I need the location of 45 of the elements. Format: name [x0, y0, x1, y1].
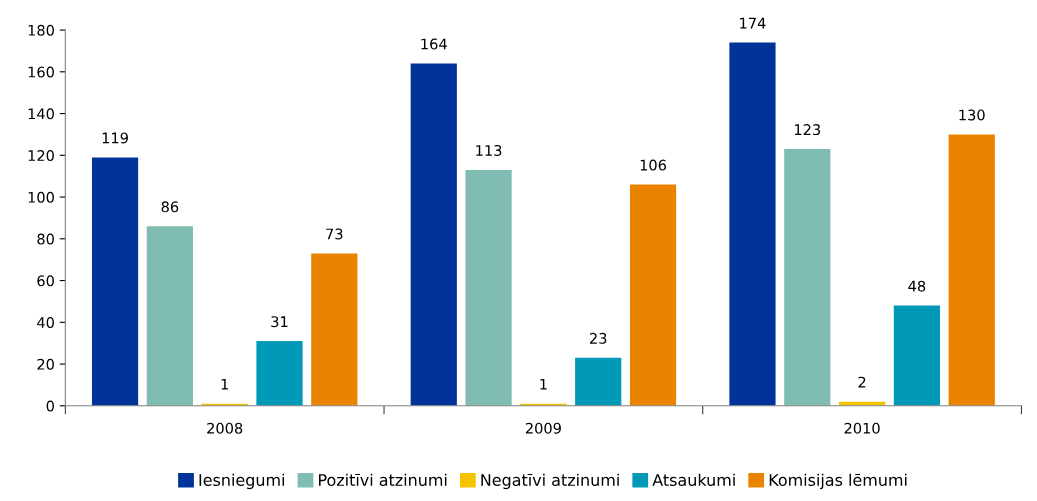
x-tick-label: 2009 [525, 422, 561, 434]
x-tick-label: 2008 [207, 422, 243, 434]
y-tick-label: 0 [46, 400, 54, 412]
data-label: 113 [476, 144, 502, 156]
y-tick-label: 40 [37, 317, 54, 329]
legend-label: Komisijas lēmumi [769, 473, 907, 490]
data-label: 1 [221, 378, 228, 390]
y-tick-label: 180 [28, 24, 54, 36]
y-tick-label: 140 [28, 108, 54, 120]
data-label: 86 [161, 201, 179, 213]
x-tick-label: 2010 [844, 422, 880, 434]
y-tick-label: 20 [37, 358, 54, 370]
bar [729, 42, 776, 406]
data-label: 31 [271, 316, 288, 328]
bar [948, 134, 995, 406]
legend-label: Negatīvi atzinumi [481, 473, 619, 490]
data-label: 164 [421, 38, 447, 50]
bar [146, 226, 193, 406]
bar [410, 63, 457, 406]
data-label: 48 [908, 280, 926, 292]
bar [465, 169, 512, 406]
bar [893, 305, 941, 406]
data-label: 23 [590, 332, 607, 344]
bar [784, 149, 831, 406]
legend-label: Iesniegumi [199, 473, 284, 490]
y-tick-label: 120 [28, 150, 54, 162]
data-label: 174 [740, 17, 766, 29]
bar [629, 184, 677, 406]
data-label: 106 [640, 159, 667, 171]
legend-label: Pozitīvi atzinumi [319, 473, 447, 487]
legend-label: Atsaukumi [652, 473, 735, 487]
bar [256, 341, 303, 406]
y-tick-label: 100 [28, 191, 54, 203]
data-label: 73 [326, 228, 343, 240]
bar [575, 357, 622, 406]
y-tick-label: 60 [37, 275, 54, 287]
data-label: 1 [540, 378, 547, 390]
data-label: 119 [102, 132, 128, 144]
y-tick-label: 80 [37, 233, 54, 245]
data-label: 123 [794, 124, 821, 136]
data-label: 2 [858, 376, 866, 388]
y-tick-label: 160 [28, 66, 54, 78]
data-label: 130 [959, 109, 985, 121]
bar [311, 253, 358, 406]
bar [91, 157, 139, 406]
